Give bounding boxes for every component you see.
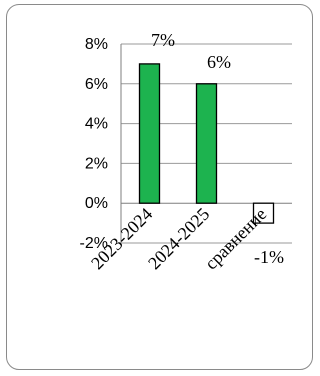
data-label: 6% [207,52,231,72]
bar [252,202,275,224]
y-tick-label: -2% [80,235,108,252]
bar [195,83,218,204]
y-tick-label: 6% [85,76,108,93]
y-tick-label: 4% [85,116,108,133]
y-tick-label: 2% [85,155,108,172]
chart-card: 8% 6% 4% 2% 0% -2% 7% 2023-2024 6% 2024-2025 -1% ср… [6,4,313,370]
data-label: 7% [151,30,175,50]
data-label: -1% [254,247,284,267]
y-tick-label: 8% [85,36,108,53]
y-tick-label: 0% [85,195,108,212]
bar [138,63,161,204]
